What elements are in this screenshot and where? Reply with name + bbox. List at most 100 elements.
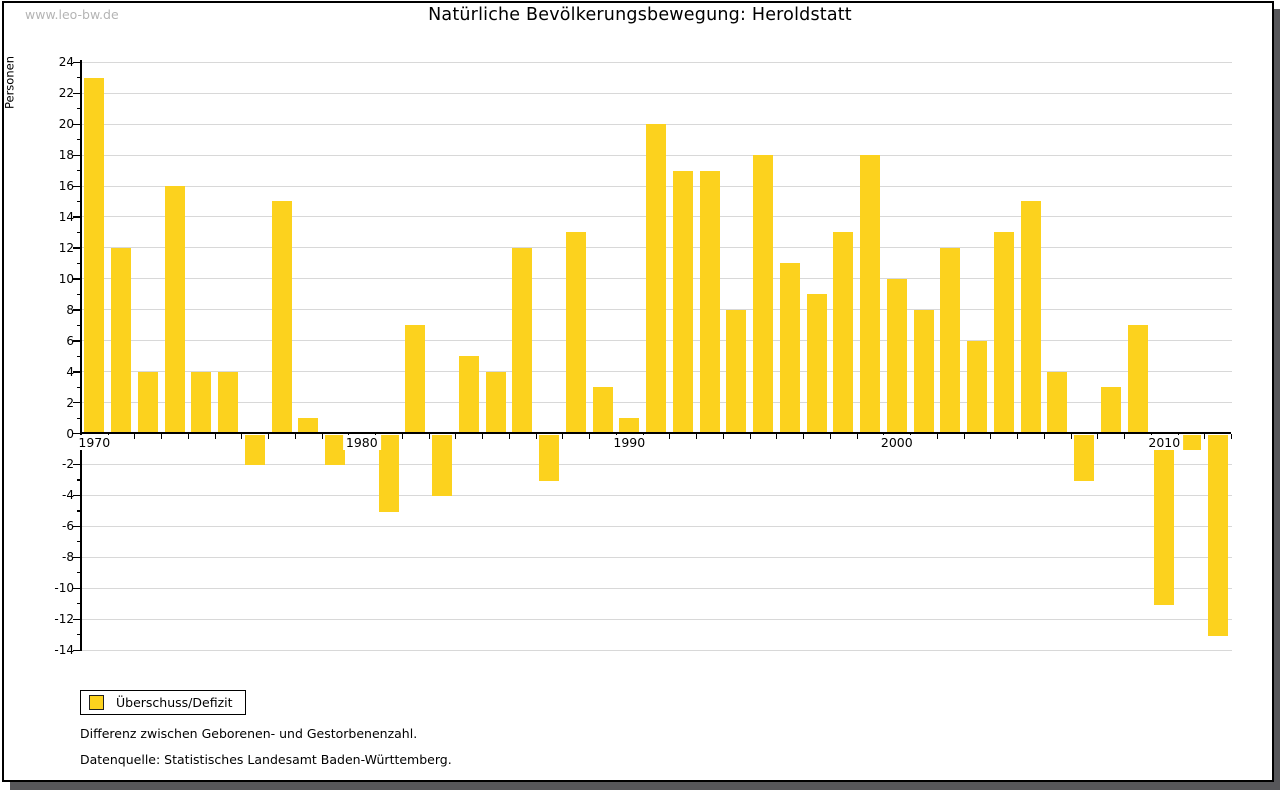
bar-2012	[1207, 434, 1228, 636]
y-axis-minor-tick	[76, 262, 80, 265]
y-axis-minor-tick	[76, 417, 80, 419]
x-axis-tick	[936, 433, 938, 439]
y-axis-tick	[73, 123, 80, 126]
x-axis-tick	[1231, 433, 1233, 439]
x-axis-tick	[482, 433, 484, 439]
legend-box: Überschuss/Defizit	[80, 690, 246, 715]
x-axis-tick	[776, 433, 778, 439]
y-axis-tick-label: -4	[62, 488, 74, 503]
x-axis-tick	[562, 433, 564, 439]
bar-1997	[806, 294, 827, 434]
y-axis-tick	[73, 216, 80, 218]
bar-1993	[699, 170, 720, 434]
y-axis-minor-tick	[76, 108, 80, 110]
y-axis-minor-tick	[76, 479, 80, 481]
y-axis-minor-tick	[76, 170, 80, 172]
gridline	[81, 494, 1232, 496]
y-axis-minor-tick	[76, 541, 80, 543]
x-axis-tick	[749, 433, 751, 439]
bar-2008	[1100, 387, 1121, 434]
bar-1977	[271, 201, 292, 434]
y-axis-tick	[73, 309, 80, 311]
x-axis-tick	[187, 433, 189, 439]
y-axis-minor-tick	[76, 77, 80, 79]
y-axis-tick	[73, 525, 80, 528]
y-axis-tick	[73, 61, 80, 64]
x-axis-tick	[294, 433, 296, 439]
x-axis-tick	[268, 433, 270, 439]
x-axis-tick	[535, 433, 537, 439]
x-axis-tick	[1204, 433, 1206, 439]
x-axis-tick	[696, 433, 698, 439]
y-axis-tick	[73, 618, 80, 620]
chart-description: Differenz zwischen Geborenen- und Gestor…	[80, 726, 418, 741]
y-axis-tick-label: 6	[66, 333, 74, 348]
y-axis-tick-label: 24	[58, 55, 74, 70]
y-axis-minor-tick	[76, 139, 80, 141]
y-axis-tick-label: 12	[58, 240, 74, 255]
x-axis-tick	[803, 433, 805, 439]
bar-1996	[779, 263, 800, 434]
bar-2003	[967, 340, 988, 434]
bar-1981	[378, 434, 399, 512]
y-axis-minor-tick	[76, 572, 80, 574]
bar-1975	[218, 371, 239, 434]
y-axis-tick-label: 14	[58, 209, 74, 224]
y-axis-tick-label: 2	[66, 395, 74, 410]
y-axis-tick	[73, 587, 80, 590]
y-axis-minor-tick	[76, 355, 80, 357]
y-axis-tick-label: 8	[66, 302, 74, 317]
y-axis-tick	[73, 402, 80, 404]
y-axis-tick-label: 4	[66, 364, 74, 379]
bar-1991	[646, 124, 667, 434]
bar-2000	[886, 278, 907, 434]
gridline	[81, 649, 1232, 651]
bar-2007	[1074, 434, 1095, 481]
y-axis-minor-tick	[76, 603, 80, 605]
bar-2005	[1020, 201, 1041, 434]
watermark: www.leo-bw.de	[25, 7, 119, 22]
x-axis-tick	[214, 433, 216, 439]
y-axis-tick-label: 16	[58, 179, 74, 193]
bar-1999	[860, 155, 881, 434]
bar-1998	[833, 232, 854, 434]
y-axis-tick-label: 0	[66, 426, 74, 441]
y-axis-tick-label: -10	[54, 581, 74, 596]
gridline	[81, 618, 1232, 620]
x-axis-tick	[990, 433, 992, 439]
gridline	[81, 463, 1232, 465]
bar-2011	[1181, 434, 1202, 450]
bar-1985	[485, 371, 506, 434]
gridline	[81, 525, 1232, 527]
x-axis-tick	[455, 433, 457, 439]
bar-2001	[913, 309, 934, 434]
bar-1988	[565, 232, 586, 434]
x-axis-tick	[722, 433, 724, 439]
x-axis-tick	[134, 433, 136, 439]
x-axis-tick	[589, 433, 591, 439]
x-axis-tick	[1070, 433, 1072, 439]
x-axis-tick	[1097, 433, 1099, 439]
bar-1982	[405, 325, 426, 434]
y-axis-tick	[73, 463, 80, 466]
bar-2002	[940, 247, 961, 434]
x-axis-tick	[241, 433, 243, 439]
y-axis-tick	[73, 556, 80, 559]
bar-1971	[111, 247, 132, 434]
x-axis-label-1990: 1990	[610, 435, 649, 450]
gridline	[81, 61, 1232, 63]
gridline	[81, 556, 1232, 558]
bar-1979	[325, 434, 346, 466]
bar-1970	[84, 77, 105, 434]
y-axis-line	[80, 60, 82, 651]
x-axis-tick	[963, 433, 965, 439]
y-axis-tick	[73, 247, 80, 249]
bar-1989	[592, 387, 613, 434]
y-axis-tick	[73, 340, 80, 342]
y-axis-tick	[73, 433, 80, 435]
bar-1986	[512, 247, 533, 434]
y-axis-tick	[73, 92, 80, 95]
y-axis-tick	[73, 494, 80, 497]
